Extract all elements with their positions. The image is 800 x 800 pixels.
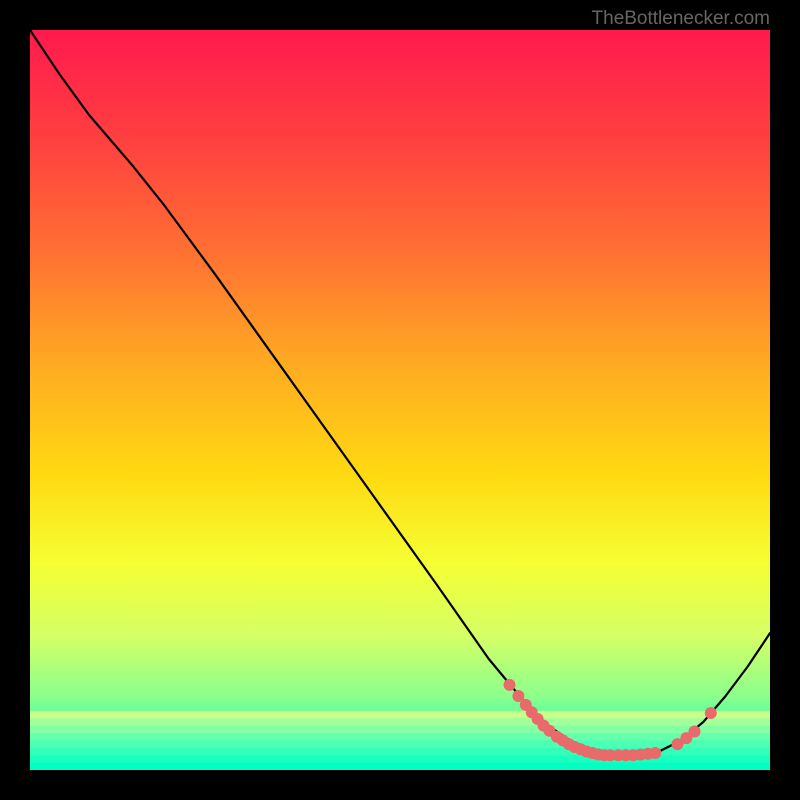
watermark-text: TheBottlenecker.com: [592, 8, 770, 30]
bottom-stripe: [30, 763, 770, 770]
bottom-stripe: [30, 733, 770, 741]
data-marker: [689, 726, 701, 738]
bottom-stripe: [30, 711, 770, 719]
bottom-stripe: [30, 726, 770, 734]
data-marker: [504, 679, 516, 691]
data-marker: [705, 707, 717, 719]
bottom-stripe: [30, 718, 770, 726]
bottom-stripe: [30, 740, 770, 748]
chart-plot-area: [30, 30, 770, 770]
data-marker: [649, 747, 661, 759]
chart-background: [30, 30, 770, 770]
chart-svg: [30, 30, 770, 770]
